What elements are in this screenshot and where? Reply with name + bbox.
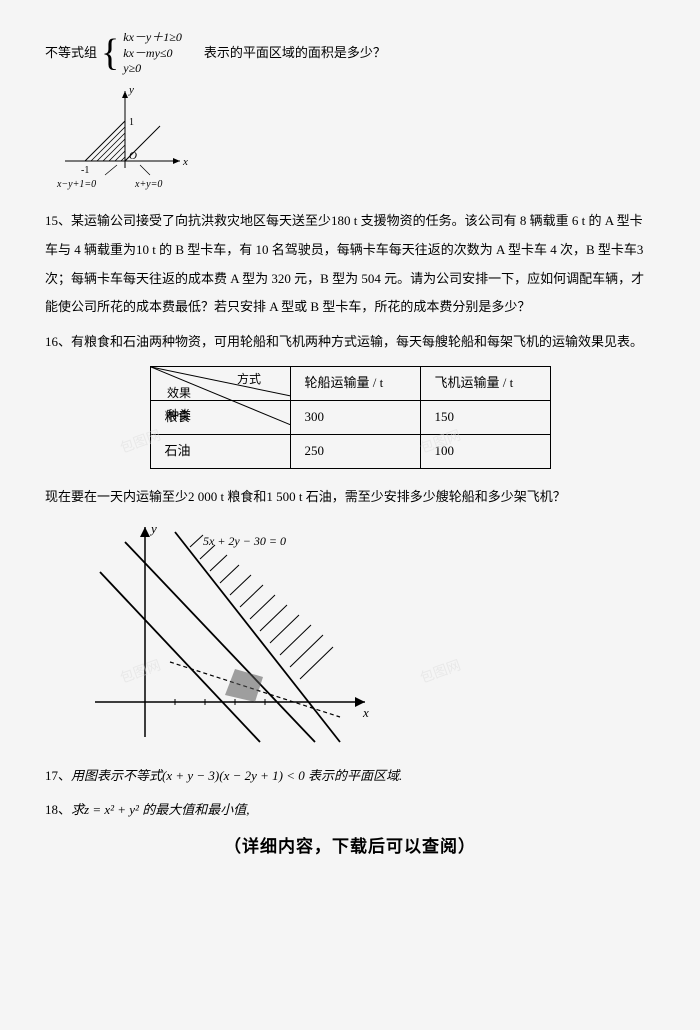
- q17-num: 17、: [45, 768, 71, 783]
- fig2-y-label: y: [149, 521, 157, 536]
- question-15: 15、某运输公司接受了向抗洪救灾地区每天送至少180 t 支援物资的任务。该公司…: [45, 207, 655, 321]
- fig1-eq1: x−y+1=0: [56, 179, 96, 190]
- row2-c2: 100: [420, 434, 550, 468]
- figure-2: y x 5x + 2y − 30 = 0: [85, 517, 655, 756]
- figure-1: y x 1 -1 O x−y+1=0 x+y=0: [55, 83, 655, 202]
- inequality-system: 不等式组 { kx－y＋1≥0 kx－my≤0 y≥0 表示的平面区域的面积是多…: [45, 30, 655, 77]
- sys-line2: kx－my≤0: [123, 46, 182, 62]
- row2-c1: 250: [290, 434, 420, 468]
- question-16-intro: 16、有粮食和石油两种物资，可用轮船和飞机两种方式运输，每天每艘轮船和每架飞机的…: [45, 328, 655, 357]
- q16-after: 现在要在一天内运输至少2 000 t 粮食和1 500 t 石油，需至少安排多少…: [45, 483, 655, 512]
- q17-text: 用图表示不等式(x + y − 3)(x − 2y + 1) < 0 表示的平面…: [71, 768, 402, 783]
- fig1-tick-n1: -1: [81, 165, 89, 176]
- corner-top: 方式: [237, 371, 261, 386]
- fig1-eq2: x+y=0: [134, 179, 162, 190]
- corner-left: 效果: [167, 385, 191, 400]
- sys-line1: kx－y＋1≥0: [123, 30, 182, 46]
- q18-text: 求z = x² + y² 的最大值和最小值,: [71, 802, 249, 817]
- fig2-eq: 5x + 2y − 30 = 0: [203, 534, 286, 548]
- corner-bottom: 种类: [167, 408, 191, 422]
- table-corner-cell: 方式 效果 种类: [150, 367, 290, 401]
- fig1-x-label: x: [182, 156, 188, 168]
- q18-num: 18、: [45, 802, 71, 817]
- q16-intro-text: 有粮食和石油两种物资，可用轮船和飞机两种方式运输，每天每艘轮船和每架飞机的运输效…: [71, 334, 643, 349]
- table-row: 石油 250 100: [150, 434, 550, 468]
- question-18: 18、求z = x² + y² 的最大值和最小值,: [45, 796, 655, 825]
- intro-prefix: 不等式组: [45, 41, 97, 66]
- fig1-y-label: y: [128, 84, 134, 96]
- fig1-tick-1: 1: [129, 117, 134, 128]
- fig2-x-label: x: [362, 705, 369, 720]
- row1-c1: 300: [290, 401, 420, 435]
- system-lines: kx－y＋1≥0 kx－my≤0 y≥0: [123, 30, 182, 77]
- footer-note: （详细内容，下载后可以查阅）: [45, 831, 655, 863]
- question-17: 17、用图表示不等式(x + y − 3)(x − 2y + 1) < 0 表示…: [45, 762, 655, 791]
- brace-icon: {: [101, 36, 119, 70]
- row2-label: 石油: [150, 434, 290, 468]
- q15-text: 某运输公司接受了向抗洪救灾地区每天送至少180 t 支援物资的任务。该公司有 8…: [45, 213, 644, 314]
- col-header-2: 飞机运输量 / t: [420, 367, 550, 401]
- sys-line3: y≥0: [123, 61, 182, 77]
- fig1-origin: O: [129, 150, 137, 162]
- q16-num: 16、: [45, 334, 71, 349]
- intro-suffix: 表示的平面区域的面积是多少？: [204, 41, 386, 66]
- col-header-1: 轮船运输量 / t: [290, 367, 420, 401]
- q15-num: 15、: [45, 213, 71, 228]
- transport-table: 方式 效果 种类 轮船运输量 / t 飞机运输量 / t 粮食 300 150 …: [150, 366, 551, 468]
- row1-c2: 150: [420, 401, 550, 435]
